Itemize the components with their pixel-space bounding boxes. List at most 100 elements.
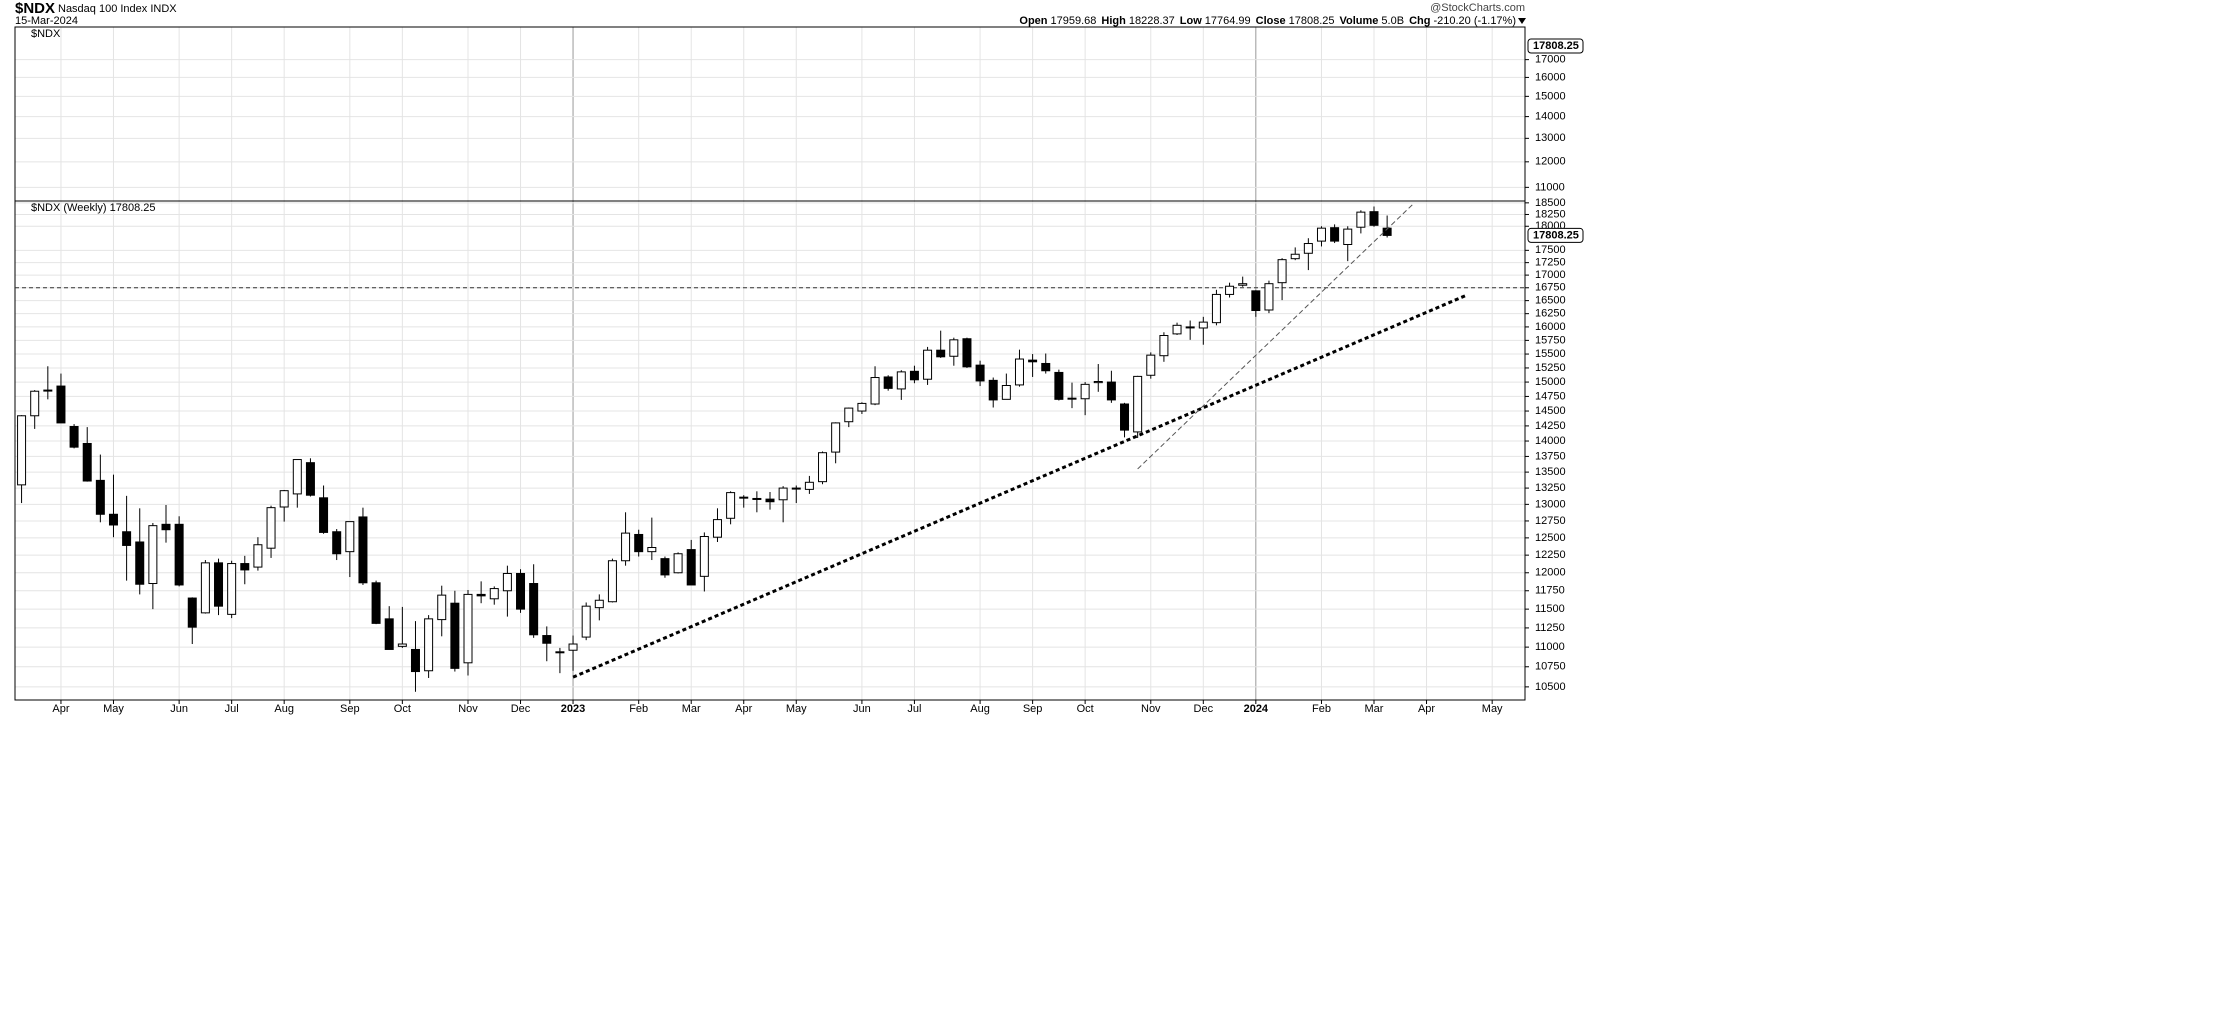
candle-body: [1369, 211, 1379, 226]
y-tick-label: 15750: [1535, 334, 1566, 346]
candle-body: [1159, 335, 1169, 357]
candle-body: [621, 532, 631, 562]
x-tick-label: Apr: [1418, 703, 1435, 715]
x-tick-label: Oct: [1077, 703, 1094, 715]
y-tick-label: 11750: [1535, 585, 1565, 597]
candle-body: [1316, 227, 1326, 242]
x-tick-label: Jun: [853, 703, 871, 715]
candle-body: [108, 513, 118, 526]
price-tag: 17808.25: [1533, 40, 1579, 52]
candle-body: [253, 544, 263, 568]
candle-body: [292, 459, 302, 495]
candle-body: [1185, 326, 1195, 329]
y-tick-label: 18250: [1535, 208, 1566, 220]
x-tick-label: Aug: [274, 703, 294, 715]
y-tick-label: 17250: [1535, 257, 1566, 269]
y-tick-label: 10500: [1535, 681, 1566, 693]
x-tick-label: Oct: [394, 703, 411, 715]
candle-body: [161, 523, 171, 531]
candle-body: [174, 523, 184, 586]
candle-body: [1080, 383, 1090, 400]
candle-body: [529, 583, 539, 636]
candle-body: [1067, 397, 1077, 400]
candle-body: [266, 507, 276, 549]
candle-body: [1251, 290, 1261, 312]
quote-label: Close: [1255, 15, 1286, 27]
candle-body: [883, 376, 893, 389]
quote-value: 17959.68: [1050, 15, 1097, 27]
candle-body: [568, 643, 578, 651]
y-tick-label: 12000: [1535, 567, 1566, 579]
candle-body: [1106, 381, 1116, 401]
candle-body: [542, 635, 552, 644]
y-tick-label: 16750: [1535, 282, 1566, 294]
y-tick-label: 15250: [1535, 362, 1566, 374]
y-tick-label: 17000: [1535, 54, 1566, 66]
candle-body: [148, 525, 158, 585]
candle-body: [1133, 375, 1143, 433]
candle-body: [371, 582, 381, 624]
candle-body: [896, 371, 906, 390]
candle-body: [1001, 384, 1011, 400]
candle-body: [1093, 380, 1103, 384]
y-tick-label: 16000: [1535, 321, 1566, 333]
y-tick-label: 13000: [1535, 132, 1566, 144]
candle-body: [660, 558, 670, 576]
candle-body: [1120, 403, 1130, 431]
candle-body: [647, 547, 657, 553]
candle-body: [489, 588, 499, 600]
y-tick-label: 11250: [1535, 622, 1565, 634]
quote-label: Open: [1019, 15, 1048, 27]
y-tick-label: 16000: [1535, 71, 1566, 83]
x-tick-label: Jul: [907, 703, 921, 715]
panel-frame: [14, 26, 1526, 202]
trend-line: [572, 294, 1467, 679]
candle-body: [1290, 253, 1300, 260]
candle-body: [1382, 227, 1392, 236]
x-tick-label: Jul: [225, 703, 239, 715]
quote-label: Low: [1179, 15, 1202, 27]
candle-body: [502, 572, 512, 592]
candle-body: [988, 379, 998, 401]
dropdown-arrow[interactable]: [1518, 18, 1526, 24]
x-tick-label: Nov: [1141, 703, 1161, 715]
y-tick-label: 13250: [1535, 482, 1566, 494]
quote-label: Chg: [1409, 15, 1431, 27]
candle-body: [699, 536, 709, 577]
candle-body: [1211, 293, 1221, 324]
y-tick-label: 17500: [1535, 244, 1566, 256]
x-tick-label: May: [1482, 703, 1503, 715]
candle-body: [791, 487, 801, 490]
candle-body: [30, 390, 40, 417]
y-tick-label: 12500: [1535, 532, 1566, 544]
x-tick-label: Sep: [340, 703, 360, 715]
y-tick-label: 17000: [1535, 269, 1566, 281]
candle-body: [279, 490, 289, 508]
candle-body: [476, 593, 486, 597]
candle-body: [227, 563, 237, 615]
y-tick-label: 10750: [1535, 661, 1566, 673]
candle-body: [122, 531, 132, 546]
y-tick-label: 12000: [1535, 156, 1566, 168]
candle-body: [345, 521, 355, 553]
candle-body: [673, 553, 683, 574]
x-tick-label: Apr: [735, 703, 752, 715]
candle-body: [607, 560, 617, 603]
x-tick-label: Dec: [1194, 703, 1214, 715]
candle-body: [437, 594, 447, 621]
candle-body: [1198, 321, 1208, 329]
y-tick-label: 18500: [1535, 197, 1566, 209]
candle-body: [82, 442, 92, 482]
source: @StockCharts.com: [1430, 2, 1525, 14]
quote-value: 18228.37: [1128, 15, 1175, 27]
y-tick-label: 14750: [1535, 390, 1566, 402]
y-tick-label: 13000: [1535, 498, 1566, 510]
x-tick-label: May: [786, 703, 807, 715]
x-tick-label: Aug: [970, 703, 990, 715]
candle-body: [319, 497, 329, 533]
candle-body: [634, 533, 644, 553]
candle-body: [1054, 371, 1064, 400]
y-tick-label: 12250: [1535, 549, 1566, 561]
symbol: $NDX: [15, 0, 56, 17]
